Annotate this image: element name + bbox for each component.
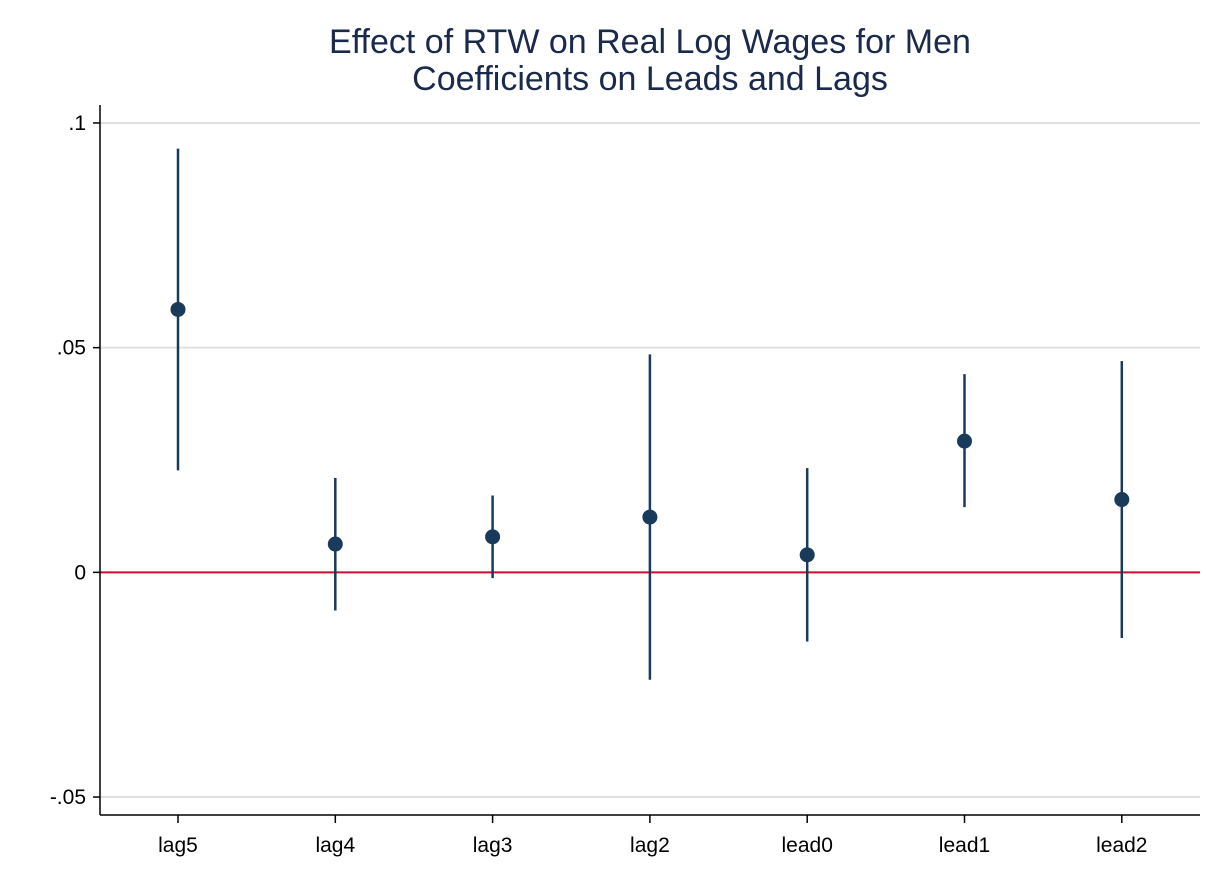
coef-point-lag3 xyxy=(485,529,501,545)
coef-point-lead2 xyxy=(1114,492,1130,508)
grid-lines xyxy=(100,121,1200,799)
coefficient-points xyxy=(170,301,1130,563)
y-tick-label: -.05 xyxy=(50,786,86,809)
x-tick-label-lead2: lead2 xyxy=(1096,834,1147,857)
coef-point-lead1 xyxy=(957,433,972,449)
x-tick-label-lead0: lead0 xyxy=(782,834,833,857)
coef-point-lag5 xyxy=(170,301,186,317)
x-tick-label-lead1: lead1 xyxy=(939,834,990,857)
x-axis-ticks: lag5 lag4 lag3 lag2 lead0 lead1 lead2 xyxy=(158,815,1147,857)
x-tick-label-lag2: lag2 xyxy=(630,834,670,857)
x-tick-label-lag4: lag4 xyxy=(315,834,355,857)
y-tick-label: .05 xyxy=(57,337,86,360)
chart-title: Effect of RTW on Real Log Wages for Men xyxy=(329,23,971,61)
y-tick-label: 0 xyxy=(74,561,86,584)
coef-point-lag2 xyxy=(642,509,658,525)
chart-subtitle: Coefficients on Leads and Lags xyxy=(412,60,888,98)
x-tick-label-lag3: lag3 xyxy=(473,834,513,857)
y-axis-ticks: -.05 0 .05 .1 xyxy=(50,112,100,809)
confidence-intervals xyxy=(176,148,1124,680)
x-tick-label-lag5: lag5 xyxy=(158,834,198,857)
coef-point-lag4 xyxy=(327,536,343,552)
y-tick-label: .1 xyxy=(68,112,86,135)
coef-point-lead0 xyxy=(799,547,815,563)
